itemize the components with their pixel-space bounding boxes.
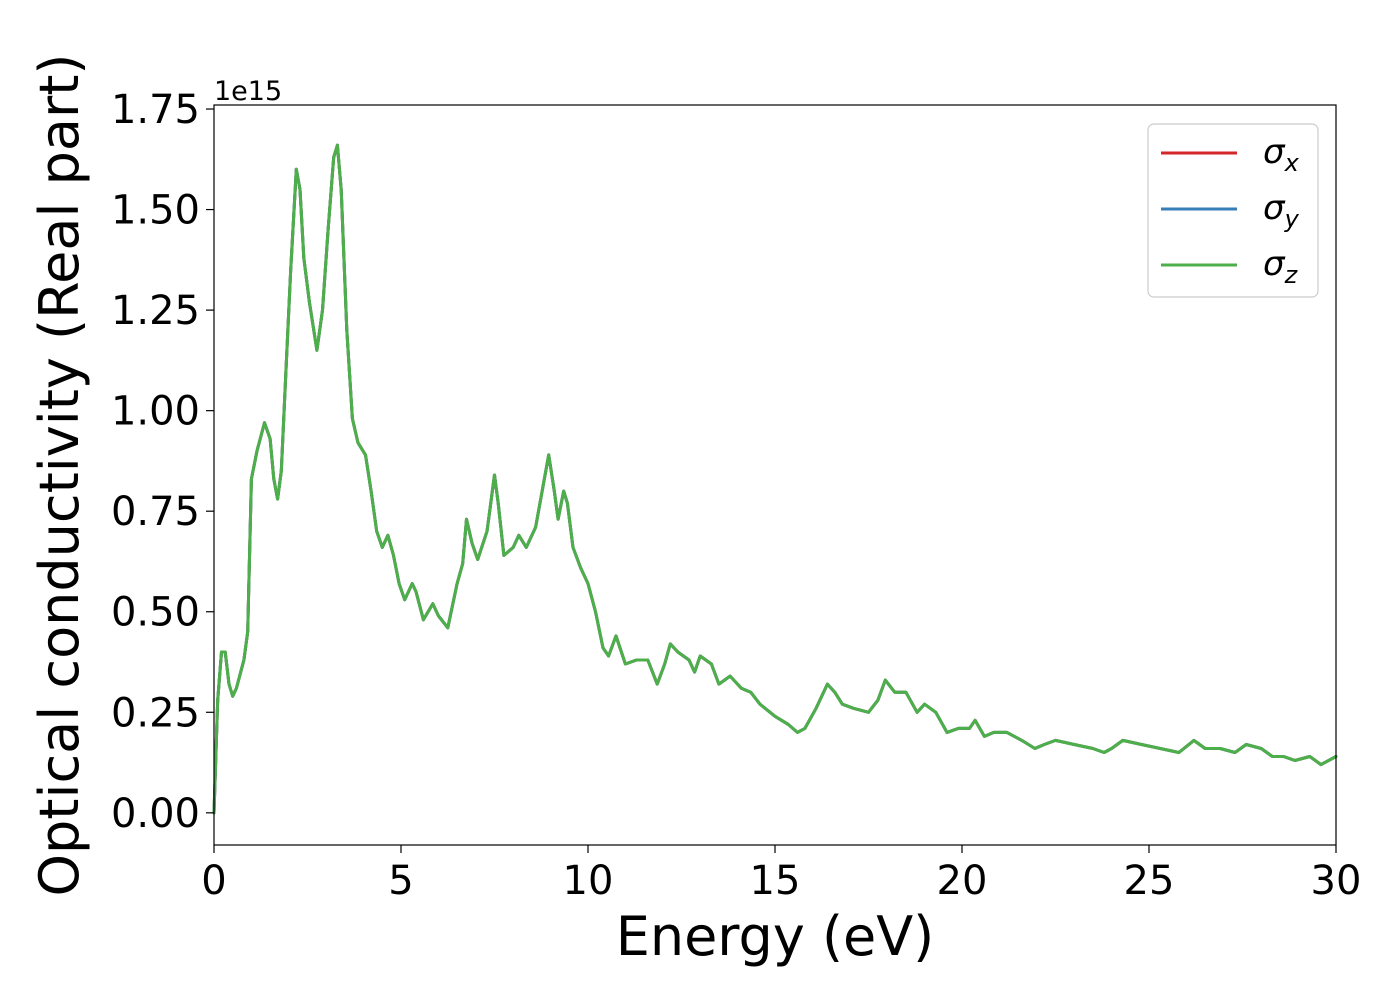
x-axis-label: Energy (eV) (616, 905, 935, 968)
legend-entry-z: σz (1263, 244, 1299, 289)
x-tick-label: 10 (563, 858, 614, 904)
y-tick-label: 1.00 (111, 389, 200, 435)
y-tick-label: 0.50 (111, 590, 200, 636)
x-tick-label: 0 (201, 858, 226, 904)
legend-entry-x: σx (1263, 132, 1300, 177)
x-tick-label: 30 (1311, 858, 1362, 904)
y-axis-label: Optical conductivity (Real part) (28, 54, 91, 897)
x-tick-label: 15 (750, 858, 801, 904)
y-axis-offset-label: 1e15 (214, 76, 282, 107)
x-tick-label: 20 (937, 858, 988, 904)
y-axis-ticks: 0.00 0.25 0.50 0.75 1.00 1.25 1.50 1.75 (111, 87, 214, 837)
y-tick-label: 1.75 (111, 87, 200, 133)
y-tick-label: 1.25 (111, 288, 200, 334)
y-tick-label: 1.50 (111, 188, 200, 234)
x-axis-ticks: 0 5 10 15 20 25 30 (201, 845, 1361, 904)
legend-entry-y: σy (1263, 188, 1300, 233)
x-tick-label: 25 (1124, 858, 1175, 904)
legend: σx σy σz (1147, 123, 1319, 298)
x-tick-label: 5 (388, 858, 413, 904)
y-tick-label: 0.75 (111, 489, 200, 535)
y-tick-label: 0.25 (111, 690, 200, 736)
series-line-sigma-z (212, 143, 1338, 815)
y-tick-label: 0.00 (111, 791, 200, 837)
